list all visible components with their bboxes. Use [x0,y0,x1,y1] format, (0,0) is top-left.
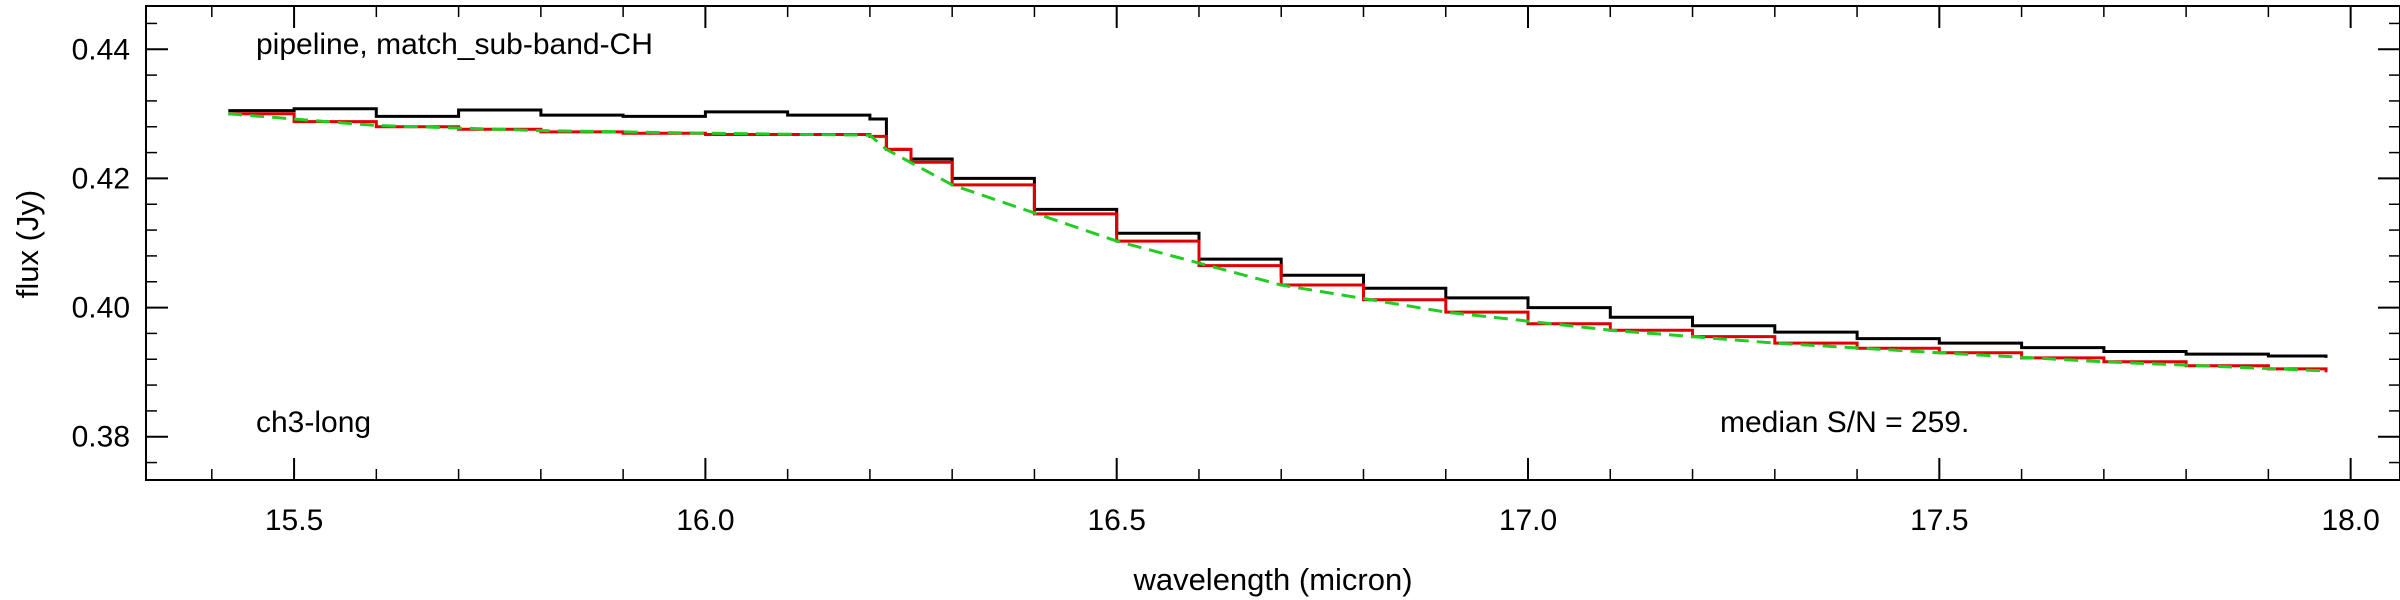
axis-ticks [146,6,2400,480]
x-axis-title: wavelength (micron) [1132,562,1412,597]
y-tick-label: 0.42 [72,162,130,195]
annotation-bottom-right: median S/N = 259. [1720,406,1969,439]
series-layer [228,107,2328,373]
y-tick-label: 0.38 [72,421,130,454]
annotation-bottom-left: ch3-long [256,406,371,439]
model-spectrum-line [228,112,2328,373]
x-tick-label: 17.0 [1499,504,1557,537]
y-axis-title: flux (Jy) [10,190,45,299]
x-tick-label: 17.5 [1910,504,1968,537]
continuum-fit-line [228,112,2327,373]
plot-frame [145,5,2400,481]
x-tick-label: 16.0 [676,504,734,537]
x-tick-label: 18.0 [2321,504,2379,537]
y-tick-label: 0.44 [72,33,130,66]
x-tick-label: 15.5 [265,504,323,537]
tick-labels: 15.5 16.0 16.5 17.0 17.5 18.0 0.38 0.40 0.42 0.44 [72,33,2380,537]
annotation-top-left: pipeline, match_sub-band-CH [256,28,653,61]
x-tick-label: 16.5 [1088,504,1146,537]
y-tick-label: 0.40 [72,292,130,325]
